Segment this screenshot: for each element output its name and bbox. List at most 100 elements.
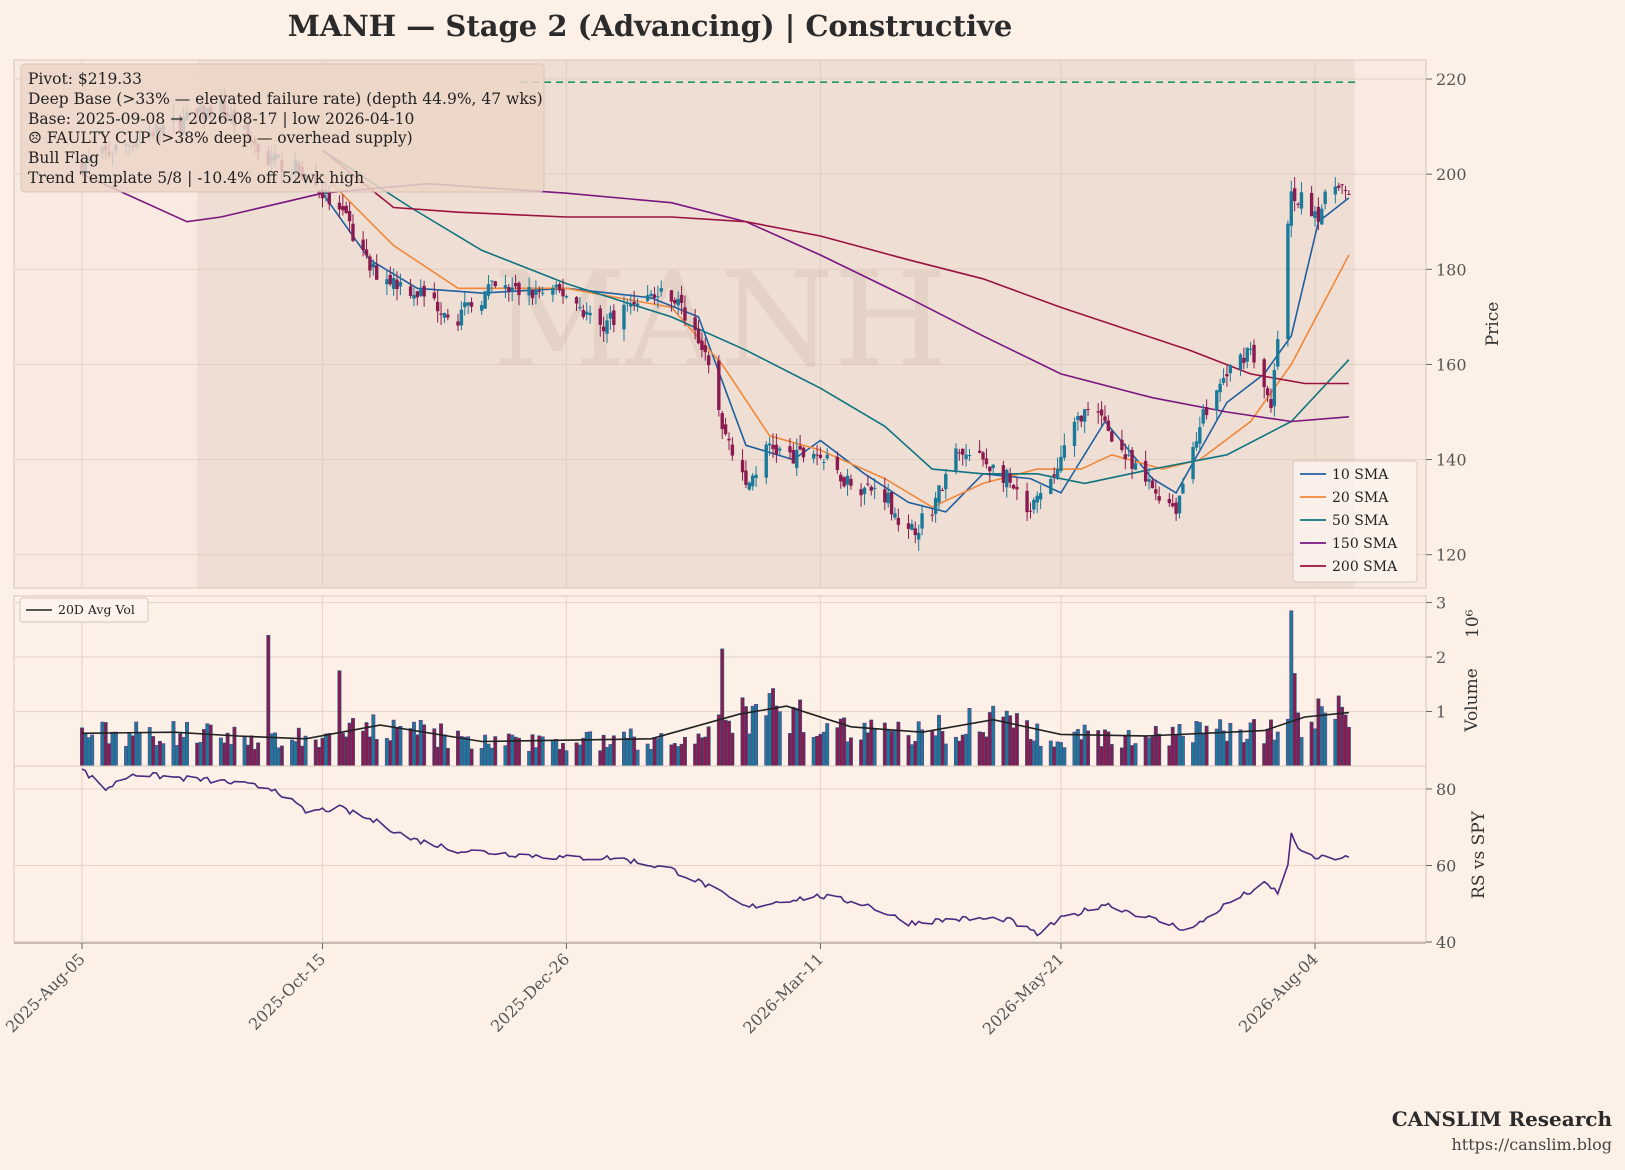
volume-bar (1248, 722, 1253, 767)
candle-body (937, 485, 941, 503)
volume-bar (1059, 742, 1063, 767)
price-tick-label: 220 (1436, 70, 1467, 89)
candle-body (625, 302, 630, 305)
candle-body (1133, 463, 1138, 470)
candle-body (337, 202, 342, 210)
volume-tick-label: 2 (1436, 648, 1446, 667)
candle-body (1130, 450, 1134, 469)
candle-body (703, 345, 707, 353)
volume-bar (777, 711, 782, 767)
volume-bar (862, 722, 867, 767)
candle-body (1055, 469, 1060, 479)
volume-bar (750, 705, 755, 767)
volume-bar (517, 737, 521, 767)
volume-bar (113, 731, 118, 767)
volume-bar (161, 743, 166, 767)
candle-body (551, 287, 555, 295)
volume-bar (1011, 727, 1016, 767)
candle-body (839, 474, 843, 482)
volume-bar (266, 634, 271, 767)
candle-body (1320, 208, 1324, 225)
price-tick-label: 120 (1436, 546, 1467, 565)
candle-body (910, 523, 914, 531)
candle-body (991, 464, 995, 469)
volume-bar (229, 743, 233, 767)
footer-brand: CANSLIM Research (1392, 1107, 1613, 1131)
volume-bar (706, 726, 711, 767)
rs-axis-label: RS vs SPY (1469, 810, 1489, 899)
volume-bar (1038, 745, 1043, 767)
volume-axis-label: Volume (1462, 668, 1482, 733)
volume-bar (1004, 710, 1009, 767)
chart-title: MANH — Stage 2 (Advancing) | Constructiv… (288, 9, 1013, 43)
candle-body (415, 291, 420, 298)
candle-body (988, 466, 992, 472)
volume-bar (1265, 728, 1270, 767)
candle-body (483, 291, 487, 309)
volume-bar (469, 748, 474, 767)
x-tick-label: 2025-Oct-15 (245, 949, 329, 1033)
volume-bar (178, 733, 183, 767)
candle-body (673, 300, 677, 304)
candle-body (967, 455, 972, 457)
volume-bar (527, 750, 532, 767)
volume-bar (395, 727, 399, 767)
volume-bar (1109, 744, 1114, 767)
volume-bar (838, 718, 843, 767)
volume-bar (1001, 716, 1006, 767)
candle-body (913, 528, 917, 536)
volume-bar (90, 734, 95, 767)
x-tick-label: 2025-Dec-26 (487, 949, 573, 1035)
candle-body (608, 312, 613, 319)
volume-bar (1299, 737, 1304, 767)
candle-body (1025, 490, 1029, 513)
volume-bar (889, 730, 894, 767)
volume-bar (276, 747, 281, 767)
candle-body (564, 295, 569, 298)
volume-bar (489, 747, 494, 767)
volume-bar (367, 736, 372, 767)
volume-bar (1204, 725, 1209, 767)
volume-bar (628, 728, 633, 767)
candlesticks (80, 88, 1351, 552)
candle-body (1086, 409, 1090, 411)
candle-body (412, 295, 416, 299)
volume-bar (249, 735, 254, 767)
candle-body (961, 448, 965, 455)
candle-body (1127, 454, 1131, 456)
volume-bar (933, 735, 938, 767)
ma-legend-label: 150 SMA (1332, 536, 1398, 552)
volume-bar (290, 739, 294, 767)
candle-body (791, 449, 796, 464)
candle-body (456, 321, 460, 326)
volume-bar (218, 737, 223, 767)
candle-body (767, 443, 772, 446)
candle-body (1143, 460, 1148, 482)
candle-body (1343, 189, 1348, 191)
volume-grid (14, 596, 1426, 766)
candle-body (1215, 390, 1219, 411)
volume-bar (1150, 736, 1155, 767)
volume-bar (598, 750, 603, 767)
candle-body (446, 314, 450, 318)
volume-bar (886, 729, 891, 767)
volume-bar (960, 734, 965, 767)
volume-bar (716, 714, 721, 767)
x-axis-ticks: 2025-Aug-05 2025-Oct-15 2025-Dec-26 2026-Ma… (2, 943, 1322, 1038)
candle-body (320, 189, 325, 199)
candle-body (727, 438, 731, 441)
x-tick-label: 2026-May-21 (979, 949, 1068, 1038)
volume-bar (727, 720, 731, 767)
candle-body (1238, 354, 1243, 370)
volume-bar (483, 734, 488, 767)
candle-body (815, 454, 819, 456)
candle-body (1028, 510, 1033, 512)
volume-bar (445, 747, 450, 767)
volume-bar (865, 732, 870, 767)
candle-body (1262, 359, 1266, 388)
candle-body (463, 302, 467, 308)
volume-bar (659, 733, 664, 767)
volume-bar (530, 734, 535, 767)
volume-bar (767, 693, 772, 767)
info-line-deep-base: Deep Base (>33% — elevated failure rate)… (28, 90, 543, 108)
